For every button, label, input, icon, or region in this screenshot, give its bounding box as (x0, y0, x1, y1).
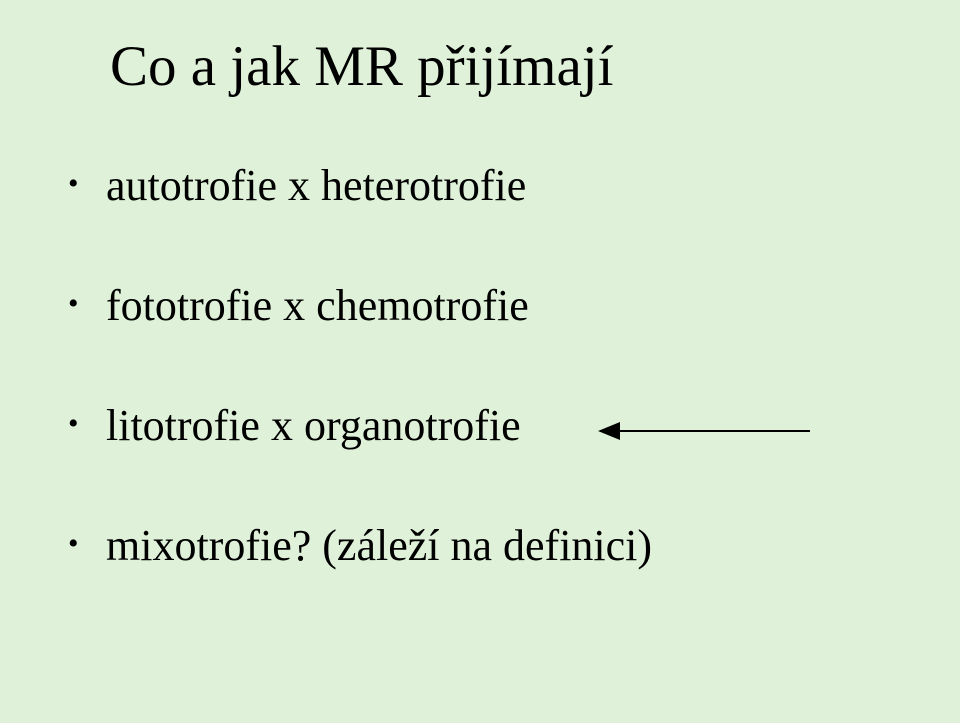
list-item: • litotrofie x organotrofie (68, 400, 521, 452)
arrow-head (598, 422, 620, 440)
slide-title: Co a jak MR přijímají (110, 34, 613, 99)
bullet-text: mixotrofie? (záleží na definici) (106, 520, 652, 572)
bullet-text: fototrofie x chemotrofie (106, 280, 529, 332)
list-item: • autotrofie x heterotrofie (68, 160, 526, 212)
bullet-dot-icon: • (68, 280, 106, 328)
slide-content: Co a jak MR přijímají • autotrofie x het… (0, 0, 960, 723)
list-item: • mixotrofie? (záleží na definici) (68, 520, 652, 572)
bullet-dot-icon: • (68, 520, 106, 568)
bullet-text: autotrofie x heterotrofie (106, 160, 526, 212)
arrow-left-icon (600, 430, 810, 432)
bullet-text: litotrofie x organotrofie (106, 400, 521, 452)
list-item: • fototrofie x chemotrofie (68, 280, 529, 332)
arrow-line (600, 430, 810, 432)
bullet-dot-icon: • (68, 400, 106, 448)
bullet-dot-icon: • (68, 160, 106, 208)
